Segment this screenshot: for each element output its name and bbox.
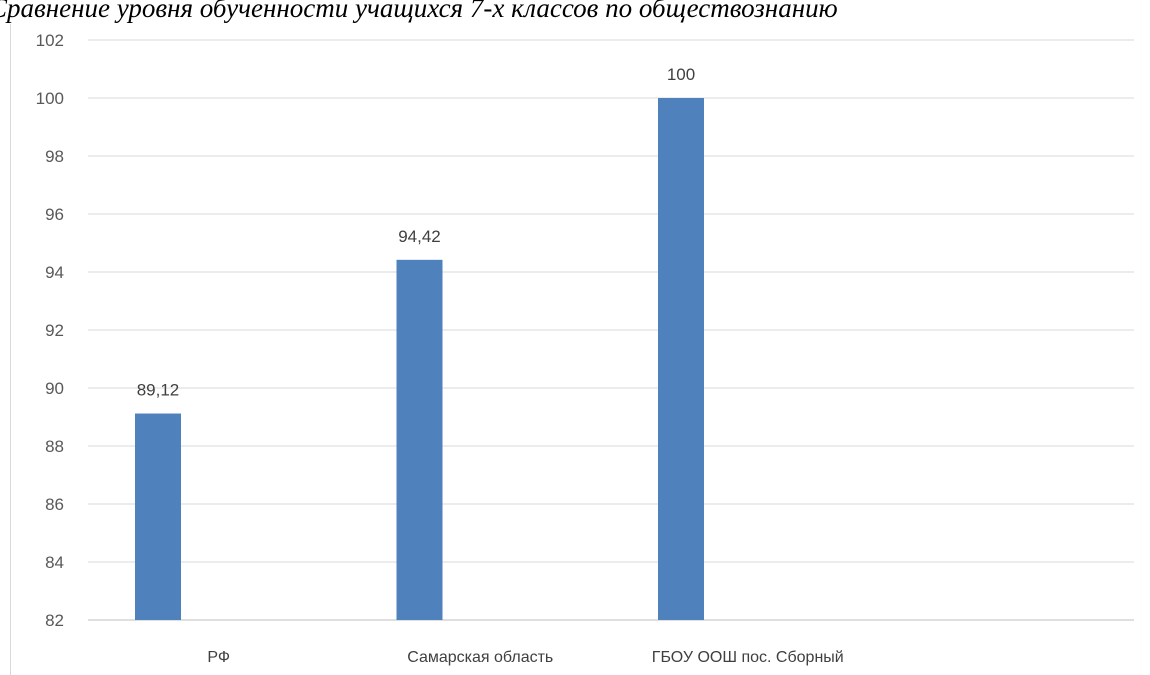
bar <box>396 259 443 620</box>
x-category-label: Самарская область <box>407 649 553 666</box>
data-labels: 89,12 94,42 100 <box>137 65 695 400</box>
bar <box>135 413 181 620</box>
x-axis: РФ Самарская область ГБОУ ООШ пос. Сборный <box>207 649 843 666</box>
data-label: 100 <box>667 65 695 84</box>
y-tick-label: 100 <box>36 89 64 108</box>
y-tick-label: 86 <box>45 495 64 514</box>
y-tick-label: 102 <box>36 31 64 50</box>
chart-frame-border <box>10 24 11 675</box>
y-tick-label: 88 <box>45 437 64 456</box>
data-label: 89,12 <box>137 381 180 400</box>
gridlines <box>88 39 1134 621</box>
y-tick-label: 82 <box>45 611 64 630</box>
x-category-label: РФ <box>207 649 230 666</box>
data-label: 94,42 <box>398 227 441 246</box>
x-category-label: ГБОУ ООШ пос. Сборный <box>652 649 844 666</box>
bars <box>135 98 704 620</box>
y-tick-label: 92 <box>45 321 64 340</box>
y-tick-label: 94 <box>45 263 64 282</box>
chart-title: Сравнение уровня обученности учащихся 7-… <box>0 0 838 23</box>
y-tick-label: 98 <box>45 147 64 166</box>
y-tick-label: 84 <box>45 553 64 572</box>
y-tick-label: 96 <box>45 205 64 224</box>
y-axis: 82 84 86 88 90 92 94 96 98 100 102 <box>36 31 64 630</box>
y-tick-label: 90 <box>45 379 64 398</box>
bar <box>658 98 704 620</box>
